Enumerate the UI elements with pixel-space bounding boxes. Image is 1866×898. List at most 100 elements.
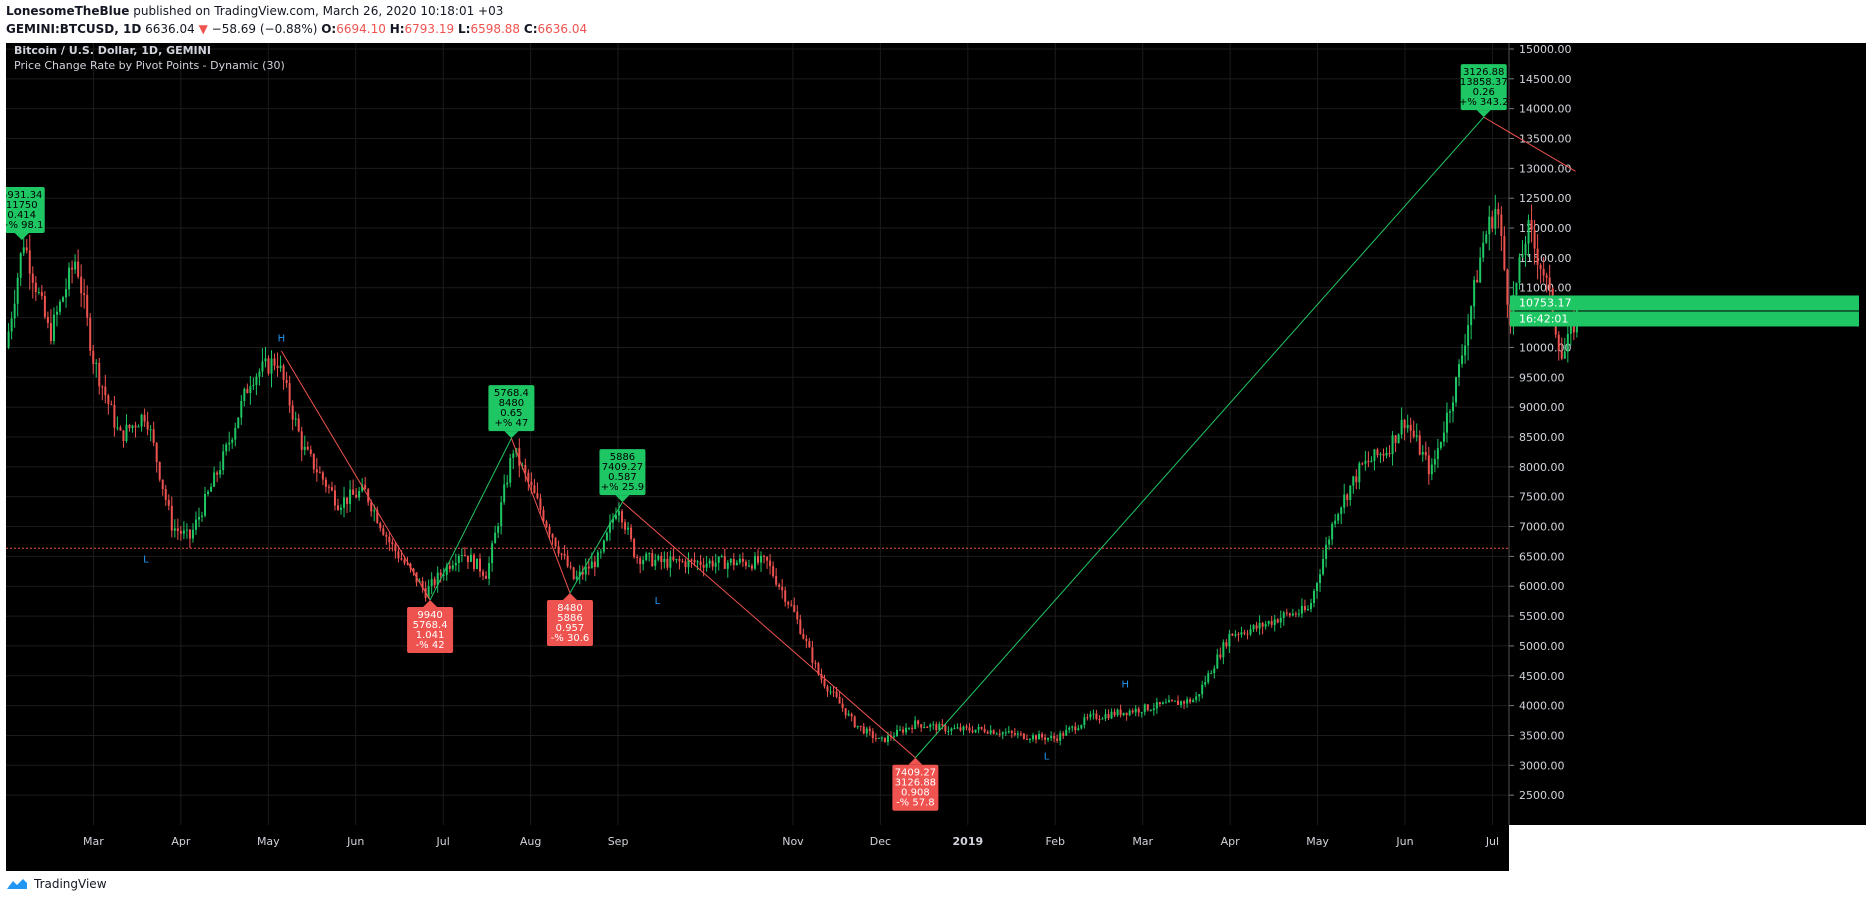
candle-body (1074, 726, 1077, 731)
candle-body (723, 555, 726, 569)
candle-body (128, 424, 131, 429)
candle-body (1433, 459, 1436, 465)
candle-body (763, 555, 766, 557)
candle-body (1306, 609, 1309, 611)
footer: TradingView (6, 874, 107, 894)
candle-body (1195, 696, 1198, 701)
candle-body (835, 691, 838, 697)
candle-body (1071, 726, 1074, 728)
candle-body (1267, 621, 1270, 624)
chart-area[interactable]: 2500.00 3000.00 3500.00 4000.00 4500.00 5000.… (0, 43, 1866, 871)
candle-body (158, 462, 161, 480)
candle-body (627, 527, 630, 530)
candle-body (902, 729, 905, 733)
y-tick-label: 6500.00 (1519, 550, 1565, 563)
candle-body (1530, 219, 1533, 231)
candle-body (1473, 279, 1476, 307)
candle-body (944, 725, 947, 732)
candle-body (648, 553, 651, 555)
label-box (546, 600, 593, 647)
candle-body (170, 505, 173, 531)
candle-body (1334, 520, 1337, 524)
candle-body (554, 537, 557, 547)
candle-body (7, 331, 10, 348)
candle-body (1019, 733, 1022, 735)
candle-body (1485, 234, 1488, 243)
candle-body (352, 489, 355, 495)
candle-body (16, 277, 19, 304)
candle-body (989, 730, 992, 734)
candle-body (572, 567, 575, 580)
price-change: −58.69 (−0.88%) (211, 22, 318, 36)
candle-body (1240, 632, 1243, 635)
candle-body (1309, 603, 1312, 610)
author-name[interactable]: LonesomeTheBlue (6, 4, 130, 18)
candle-body (1210, 673, 1213, 675)
candle-body (110, 404, 113, 406)
candle-body (530, 481, 533, 486)
label-line: +% 98.1 (6, 220, 43, 231)
candle-body (194, 519, 197, 530)
candle-body (1050, 736, 1053, 738)
candle-body (1340, 507, 1343, 515)
published-text: published on TradingView.com, March 26, … (133, 4, 504, 18)
candle-body (1288, 613, 1291, 616)
candle-body (874, 738, 877, 740)
candle-body (1445, 412, 1448, 433)
candle-body (152, 429, 155, 443)
candle-body (654, 559, 657, 566)
candle-body (760, 555, 763, 563)
candle-body (1439, 441, 1442, 449)
y-tick-label: 12000.00 (1519, 222, 1572, 235)
candle-body (826, 686, 829, 692)
candle-body (197, 516, 200, 520)
symbol-name: GEMINI:BTCUSD, 1D (6, 22, 142, 36)
candle-body (439, 572, 442, 576)
label-pointer (423, 600, 438, 608)
candle-body (871, 731, 874, 739)
x-tick-label: Jun (1395, 835, 1413, 848)
candle-body (899, 729, 902, 731)
brand-name[interactable]: TradingView (34, 877, 107, 891)
candle-body (104, 386, 107, 396)
candle-body (116, 427, 119, 429)
pivot-low-marker: L (655, 596, 661, 607)
candle-body (149, 429, 152, 431)
candle-body (276, 365, 279, 369)
candle-body (1101, 718, 1104, 720)
candle-body (681, 561, 684, 563)
candle-body (853, 716, 856, 728)
candle-body (1430, 464, 1433, 475)
candle-body (1201, 684, 1204, 695)
candle-body (850, 713, 853, 717)
candle-body (188, 529, 191, 539)
candle-body (1412, 430, 1415, 437)
y-tick-label: 8500.00 (1519, 431, 1565, 444)
candle-body (1068, 727, 1071, 730)
candle-body (672, 556, 675, 560)
candle-body (533, 485, 536, 494)
candle-body (941, 723, 944, 726)
candle-body (965, 726, 968, 728)
candle-body (173, 528, 176, 531)
candle-body (717, 556, 720, 563)
candle-body (1388, 452, 1391, 455)
candle-body (796, 611, 799, 620)
candle-body (1572, 323, 1575, 333)
price-tag-label: 10753.17 (1519, 296, 1572, 309)
candle-body (1249, 629, 1252, 635)
label-line: 5886 (557, 613, 582, 624)
candle-body (1128, 710, 1131, 716)
candle-body (711, 560, 714, 567)
candle-body (270, 358, 273, 374)
candle-body (340, 507, 343, 510)
candle-body (811, 647, 814, 663)
price-chart[interactable]: 2500.00 3000.00 3500.00 4000.00 4500.00 5000.… (0, 43, 1866, 871)
candle-body (182, 530, 185, 534)
candle-body (959, 727, 962, 731)
candle-body (10, 318, 13, 332)
label-line: 0.908 (901, 788, 930, 799)
candle-body (1116, 709, 1119, 716)
